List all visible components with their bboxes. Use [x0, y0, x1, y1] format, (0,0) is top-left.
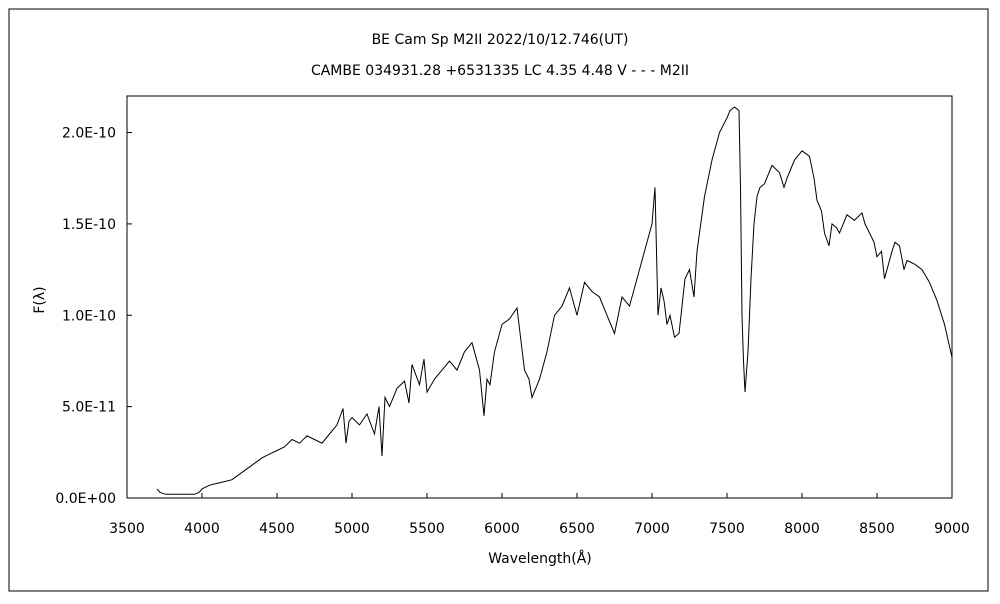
y-tick-label: 0.0E+00	[55, 491, 116, 507]
y-tick-label: 2.0E-10	[62, 126, 116, 142]
x-axis-label: Wavelength(Å)	[488, 550, 592, 567]
y-axis: 0.0E+00 5.0E-11 1.0E-10 1.5E-10 2.0E-10	[55, 126, 132, 507]
series-layer	[156, 106, 953, 495]
x-tick-label: 6000	[484, 521, 520, 537]
y-tick-label: 1.5E-10	[62, 217, 116, 233]
y-tick-label: 1.0E-10	[62, 308, 116, 324]
chart-subtitle: CAMBE 034931.28 +6531335 LC 4.35 4.48 V …	[311, 63, 689, 79]
y-tick-label: 5.0E-11	[62, 400, 116, 416]
x-tick-label: 4500	[259, 521, 295, 537]
x-tick-label: 9000	[934, 521, 970, 537]
x-tick-label: 8500	[859, 521, 895, 537]
x-tick-label: 5000	[334, 521, 370, 537]
x-axis: 3500 4000 4500 5000 5500 6000 6500 7000 7500 8000…	[109, 493, 970, 537]
x-tick-label: 5500	[409, 521, 445, 537]
x-tick-label: 7000	[634, 521, 670, 537]
x-tick-label: 3500	[109, 521, 145, 537]
x-tick-label: 8000	[784, 521, 820, 537]
spectrum-line	[156, 106, 953, 495]
plot-area	[126, 95, 953, 499]
x-tick-label: 7500	[709, 521, 745, 537]
x-tick-label: 6500	[559, 521, 595, 537]
chart-title: BE Cam Sp M2II 2022/10/12.746(UT)	[372, 32, 629, 48]
y-axis-label: F(λ)	[32, 286, 48, 313]
x-tick-label: 4000	[184, 521, 220, 537]
